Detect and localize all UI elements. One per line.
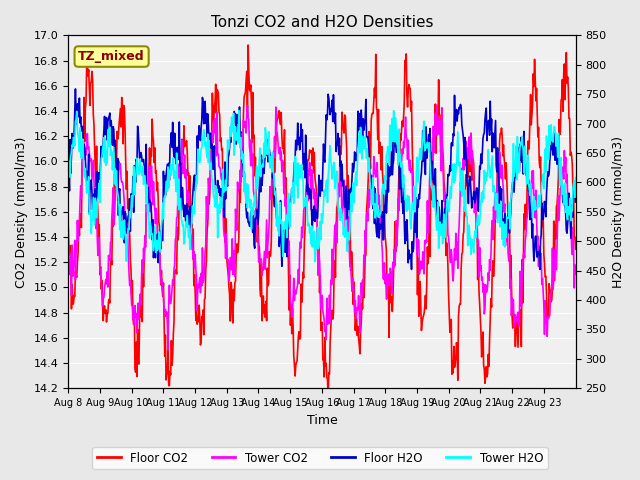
Y-axis label: CO2 Density (mmol/m3): CO2 Density (mmol/m3) [15, 136, 28, 288]
Legend: Floor CO2, Tower CO2, Floor H2O, Tower H2O: Floor CO2, Tower CO2, Floor H2O, Tower H… [92, 447, 548, 469]
X-axis label: Time: Time [307, 414, 337, 427]
Y-axis label: H2O Density (mmol/m3): H2O Density (mmol/m3) [612, 136, 625, 288]
Title: Tonzi CO2 and H2O Densities: Tonzi CO2 and H2O Densities [211, 15, 433, 30]
Text: TZ_mixed: TZ_mixed [78, 50, 145, 63]
